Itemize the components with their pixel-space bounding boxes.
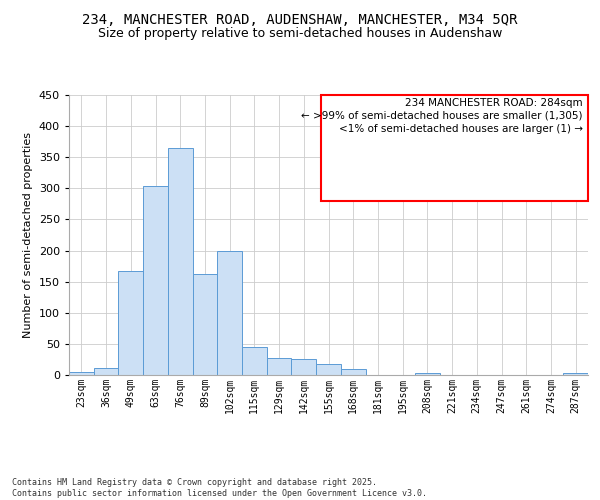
Bar bbox=[316, 364, 341, 375]
Text: 234, MANCHESTER ROAD, AUDENSHAW, MANCHESTER, M34 5QR: 234, MANCHESTER ROAD, AUDENSHAW, MANCHES… bbox=[82, 12, 518, 26]
Bar bbox=[242, 347, 267, 375]
Bar bbox=[415, 372, 440, 375]
Bar bbox=[94, 368, 118, 375]
Bar bbox=[69, 372, 94, 375]
Y-axis label: Number of semi-detached properties: Number of semi-detached properties bbox=[23, 132, 33, 338]
Bar bbox=[292, 359, 316, 375]
Text: Size of property relative to semi-detached houses in Audenshaw: Size of property relative to semi-detach… bbox=[98, 28, 502, 40]
Bar bbox=[143, 186, 168, 375]
Text: Contains HM Land Registry data © Crown copyright and database right 2025.
Contai: Contains HM Land Registry data © Crown c… bbox=[12, 478, 427, 498]
Text: 234 MANCHESTER ROAD: 284sqm
← >99% of semi-detached houses are smaller (1,305)
<: 234 MANCHESTER ROAD: 284sqm ← >99% of se… bbox=[301, 98, 583, 134]
Bar bbox=[193, 274, 217, 375]
Bar bbox=[118, 271, 143, 375]
Bar bbox=[267, 358, 292, 375]
Bar bbox=[321, 95, 588, 202]
Bar bbox=[168, 148, 193, 375]
Bar bbox=[563, 372, 588, 375]
Bar bbox=[217, 251, 242, 375]
Bar bbox=[341, 369, 365, 375]
